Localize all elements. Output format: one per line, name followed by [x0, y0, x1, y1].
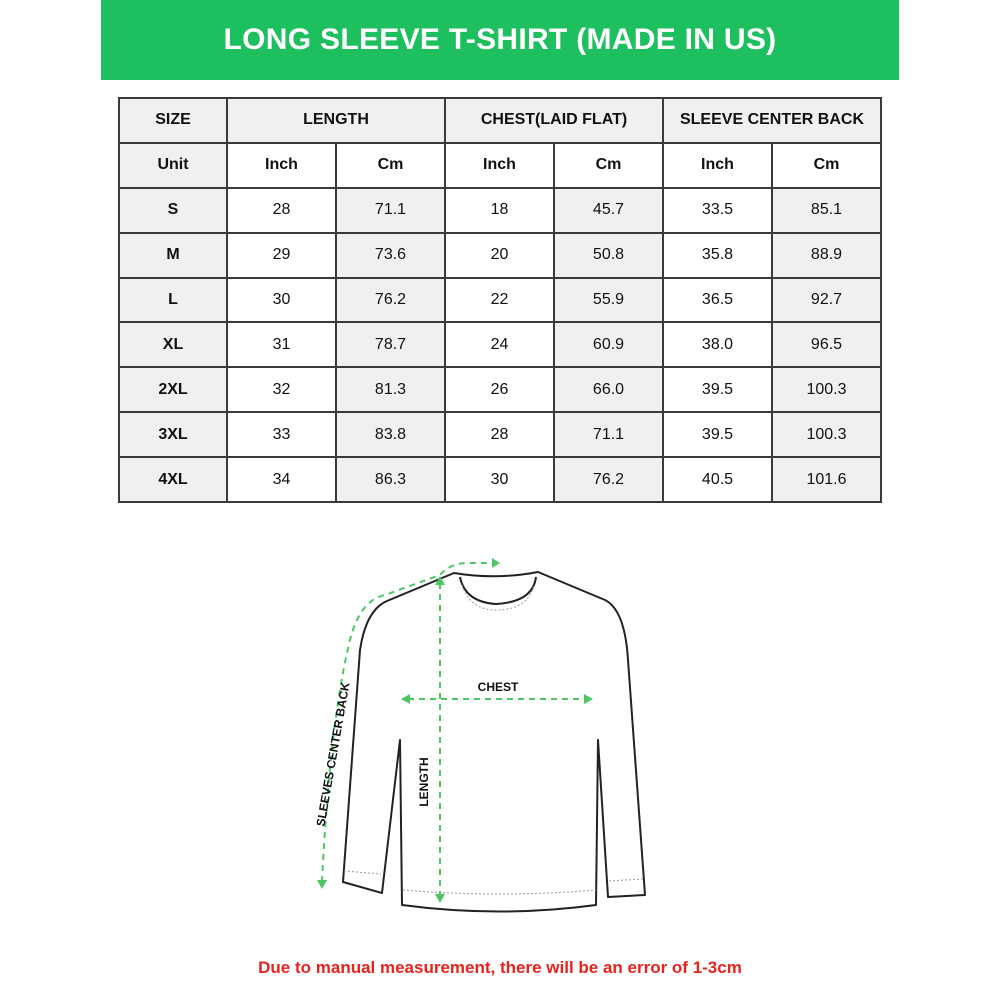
- table-row: S 28 71.1 18 45.7 33.5 85.1: [118, 186, 882, 234]
- value-cell: 96.5: [771, 321, 882, 369]
- length-label: LENGTH: [417, 757, 431, 806]
- value-cell: 28: [226, 186, 337, 234]
- unit-sleeve-cm: Cm: [771, 141, 882, 189]
- unit-chest-cm: Cm: [553, 141, 664, 189]
- value-cell: 100.3: [771, 411, 882, 459]
- chest-right-arrowhead: [584, 694, 593, 704]
- value-cell: 88.9: [771, 231, 882, 279]
- value-cell: 100.3: [771, 366, 882, 414]
- value-cell: 40.5: [662, 456, 773, 503]
- header-chest: CHEST(LAID FLAT): [444, 97, 664, 144]
- sleeve-bottom-arrowhead: [317, 880, 327, 889]
- value-cell: 30: [444, 456, 555, 503]
- value-cell: 18: [444, 186, 555, 234]
- value-cell: 66.0: [553, 366, 664, 414]
- unit-length-inch: Inch: [226, 141, 337, 189]
- value-cell: 60.9: [553, 321, 664, 369]
- value-cell: 35.8: [662, 231, 773, 279]
- value-cell: 36.5: [662, 276, 773, 324]
- value-cell: 85.1: [771, 186, 882, 234]
- value-cell: 55.9: [553, 276, 664, 324]
- value-cell: 33: [226, 411, 337, 459]
- value-cell: 78.7: [335, 321, 446, 369]
- size-cell: 4XL: [118, 456, 228, 503]
- value-cell: 76.2: [335, 276, 446, 324]
- value-cell: 76.2: [553, 456, 664, 503]
- length-top-arrowhead: [435, 576, 445, 585]
- collar: [459, 576, 537, 605]
- value-cell: 39.5: [662, 411, 773, 459]
- value-cell: 31: [226, 321, 337, 369]
- value-cell: 26: [444, 366, 555, 414]
- value-cell: 29: [226, 231, 337, 279]
- table-row: 3XL 33 83.8 28 71.1 39.5 100.3: [118, 411, 882, 459]
- table-row: L 30 76.2 22 55.9 36.5 92.7: [118, 276, 882, 324]
- value-cell: 30: [226, 276, 337, 324]
- value-cell: 45.7: [553, 186, 664, 234]
- length-bottom-arrowhead: [435, 894, 445, 903]
- unit-sleeve-inch: Inch: [662, 141, 773, 189]
- shirt-diagram: CHEST LENGTH SLEEVES CENTER BACK: [313, 558, 646, 913]
- value-cell: 71.1: [553, 411, 664, 459]
- size-cell: S: [118, 186, 228, 234]
- size-cell: L: [118, 276, 228, 324]
- value-cell: 50.8: [553, 231, 664, 279]
- shirt-outline: [342, 571, 646, 913]
- unit-chest-inch: Inch: [444, 141, 555, 189]
- page-title: LONG SLEEVE T-SHIRT (MADE IN US): [223, 23, 777, 56]
- measurement-note: Due to manual measurement, there will be…: [258, 958, 742, 977]
- value-cell: 39.5: [662, 366, 773, 414]
- chest-left-arrowhead: [401, 694, 410, 704]
- value-cell: 28: [444, 411, 555, 459]
- title-banner: LONG SLEEVE T-SHIRT (MADE IN US): [101, 0, 899, 80]
- value-cell: 24: [444, 321, 555, 369]
- chest-label: CHEST: [478, 680, 519, 694]
- value-cell: 86.3: [335, 456, 446, 503]
- size-cell: XL: [118, 321, 228, 369]
- value-cell: 38.0: [662, 321, 773, 369]
- sleeve-measure-line: [321, 562, 495, 883]
- value-cell: 73.6: [335, 231, 446, 279]
- header-size: SIZE: [118, 97, 228, 144]
- size-cell: 2XL: [118, 366, 228, 414]
- unit-label: Unit: [118, 141, 228, 189]
- table-row: M 29 73.6 20 50.8 35.8 88.9: [118, 231, 882, 279]
- value-cell: 34: [226, 456, 337, 503]
- table-row: XL 31 78.7 24 60.9 38.0 96.5: [118, 321, 882, 369]
- value-cell: 92.7: [771, 276, 882, 324]
- value-cell: 83.8: [335, 411, 446, 459]
- value-cell: 81.3: [335, 366, 446, 414]
- table-row: 2XL 32 81.3 26 66.0 39.5 100.3: [118, 366, 882, 414]
- header-sleeve: SLEEVE CENTER BACK: [662, 97, 882, 144]
- unit-header-row: Unit Inch Cm Inch Cm Inch Cm: [118, 141, 882, 189]
- sleeve-label: SLEEVES CENTER BACK: [313, 681, 352, 828]
- size-cell: 3XL: [118, 411, 228, 459]
- group-header-row: SIZE LENGTH CHEST(LAID FLAT) SLEEVE CENT…: [118, 97, 882, 144]
- value-cell: 71.1: [335, 186, 446, 234]
- size-cell: M: [118, 231, 228, 279]
- size-chart-table: SIZE LENGTH CHEST(LAID FLAT) SLEEVE CENT…: [118, 97, 882, 503]
- value-cell: 101.6: [771, 456, 882, 503]
- value-cell: 20: [444, 231, 555, 279]
- unit-length-cm: Cm: [335, 141, 446, 189]
- header-length: LENGTH: [226, 97, 446, 144]
- table-row: 4XL 34 86.3 30 76.2 40.5 101.6: [118, 456, 882, 503]
- sleeve-arrowhead: [492, 558, 500, 568]
- value-cell: 22: [444, 276, 555, 324]
- value-cell: 33.5: [662, 186, 773, 234]
- value-cell: 32: [226, 366, 337, 414]
